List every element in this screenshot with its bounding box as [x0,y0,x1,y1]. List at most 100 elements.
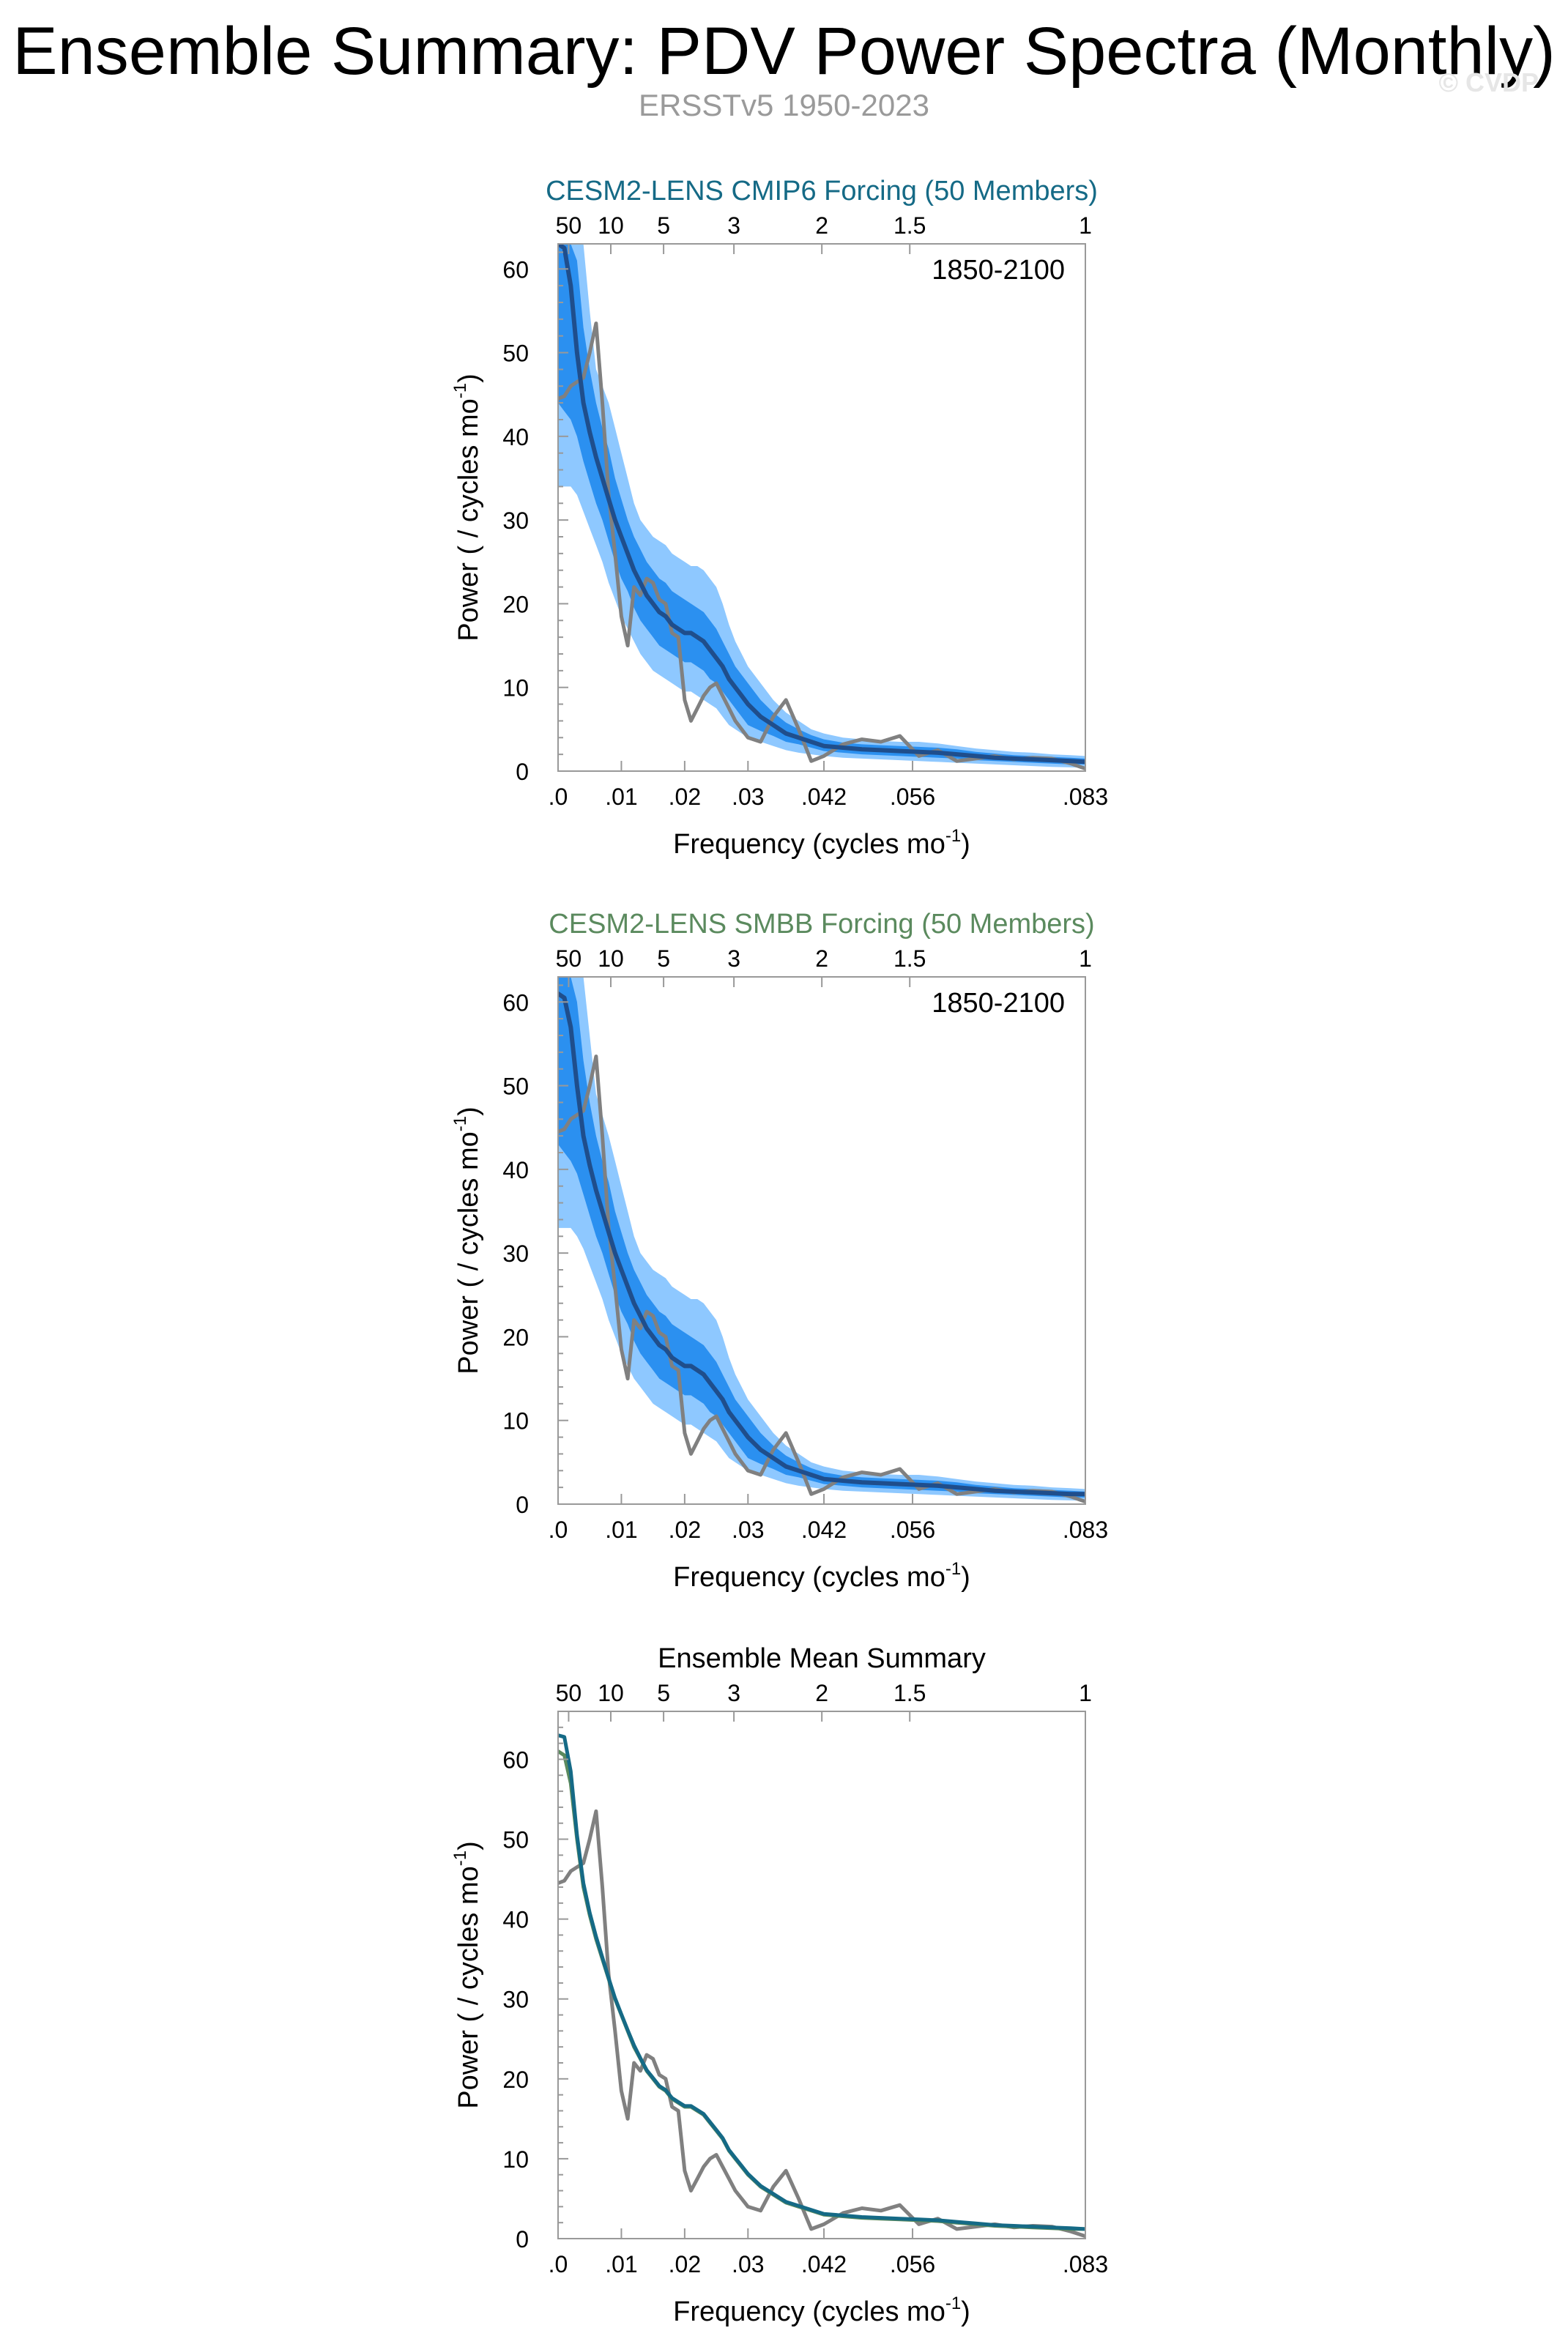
spread-band-inner [558,244,1085,765]
copyright-watermark: © CVDP [1438,67,1539,97]
x-axis-label-sup: -1 [945,2294,961,2313]
y-tick-label: 10 [502,2146,529,2173]
x-axis-label-main: Frequency (cycles mo [673,829,945,860]
y-tick-label: 30 [502,1241,529,1267]
x-tick-label: .02 [669,2251,701,2277]
y-tick-label: 60 [502,1747,529,1773]
top-tick-label: 50 [556,1680,582,1706]
x-tick-label: .01 [605,2251,637,2277]
x-axis-label-main: Frequency (cycles mo [673,2296,945,2327]
panel-title: Ensemble Mean Summary [658,1643,986,1674]
y-tick-label: 60 [502,256,529,283]
x-tick-label: .083 [1063,784,1108,810]
y-tick-label: 20 [502,1324,529,1350]
y-tick-label: 50 [502,1827,529,1853]
series-ersstv5 [558,1809,1085,2239]
top-tick-label: 1.5 [893,945,926,972]
x-tick-label: .02 [669,784,701,810]
x-tick-label: .0 [549,2251,568,2277]
x-tick-label: .0 [549,784,568,810]
top-tick-label: 10 [598,212,624,239]
top-tick-label: 2 [815,1680,828,1706]
spread-band-outer [558,977,1085,1501]
y-axis-label: Power ( / cycles mo-1) [450,1841,484,2109]
plot-area [558,244,1085,771]
x-tick-label: .03 [732,1517,764,1543]
y-tick-label: 0 [516,759,529,785]
x-axis-label: Frequency (cycles mo-1) [673,2294,970,2327]
top-tick-label: 50 [556,212,582,239]
y-tick-label: 30 [502,1987,529,2013]
top-tick-label: 1 [1079,945,1092,972]
top-tick-label: 50 [556,945,582,972]
x-axis-label: Frequency (cycles mo-1) [673,1559,970,1593]
x-tick-label: .01 [605,1517,637,1543]
x-axis-label-end: ) [961,1562,970,1593]
x-axis-label-end: ) [961,2296,970,2327]
y-tick-label: 0 [516,2226,529,2253]
subtitle: ERSSTv5 1950-2023 [639,88,929,122]
x-tick-label: .056 [890,784,935,810]
y-tick-label: 50 [502,1074,529,1100]
main-title: Ensemble Summary: PDV Power Spectra (Mon… [12,14,1556,89]
top-tick-label: 3 [727,945,740,972]
series-cesm2-lens-cmip6 [558,1733,1085,2231]
top-tick-label: 1.5 [893,212,926,239]
panel-title: CESM2-LENS SMBB Forcing (50 Members) [549,909,1094,940]
x-tick-label: .02 [669,1517,701,1543]
top-tick-label: 1 [1079,1680,1092,1706]
x-axis-label-sup: -1 [945,826,961,846]
x-tick-label: .01 [605,784,637,810]
x-tick-label: .042 [801,784,847,810]
top-tick-label: 3 [727,212,740,239]
top-tick-label: 1 [1079,212,1092,239]
y-axis-label-sup: -1 [450,1116,470,1131]
plot-frame [557,243,1086,772]
top-tick-label: 2 [815,945,828,972]
y-tick-label: 40 [502,1907,529,1933]
x-tick-label: .042 [801,1517,847,1543]
y-tick-label: 0 [516,1492,529,1518]
y-axis-label: Power ( / cycles mo-1) [450,373,484,641]
x-axis-label-main: Frequency (cycles mo [673,1562,945,1593]
top-tick-label: 1.5 [893,1680,926,1706]
plot-area [558,1733,1085,2239]
period-label: 1850-2100 [932,988,1065,1019]
y-axis-label-main: Power ( / cycles mo [453,1131,484,1375]
panel-title: CESM2-LENS CMIP6 Forcing (50 Members) [546,176,1098,207]
x-tick-label: .056 [890,1517,935,1543]
top-tick-label: 5 [657,212,670,239]
spread-band-outer [558,244,1085,768]
series-ensemble-mean [558,991,1085,1497]
y-tick-label: 10 [502,1408,529,1435]
x-tick-label: .03 [732,784,764,810]
plot-frame [557,1711,1086,2239]
y-tick-label: 50 [502,341,529,367]
top-tick-label: 5 [657,945,670,972]
top-tick-label: 5 [657,1680,670,1706]
x-tick-label: .03 [732,2251,764,2277]
top-tick-label: 2 [815,212,828,239]
y-tick-label: 20 [502,591,529,617]
plot-area [558,977,1085,1504]
plot-frame [557,976,1086,1505]
y-axis-label-main: Power ( / cycles mo [453,398,484,641]
y-tick-label: 40 [502,1157,529,1183]
x-tick-label: .083 [1063,1517,1108,1543]
y-axis-label-end: ) [453,1841,484,1851]
y-axis-label-end: ) [453,373,484,383]
x-axis-label-sup: -1 [945,1559,961,1579]
chart-panel-3: Ensemble Mean Summary 0 10 20 30 40 50 60 .0 .01.… [450,1643,1108,2327]
y-axis-label-sup: -1 [450,1851,470,1866]
chart-panel-2: CESM2-LENS SMBB Forcing (50 Members) 1850… [450,909,1108,1593]
x-tick-label: .083 [1063,2251,1108,2277]
y-axis-label-main: Power ( / cycles mo [453,1866,484,2109]
y-axis-label: Power ( / cycles mo-1) [450,1106,484,1375]
period-label: 1850-2100 [932,255,1065,286]
x-tick-label: .056 [890,2251,935,2277]
x-tick-label: .042 [801,2251,847,2277]
x-axis-label: Frequency (cycles mo-1) [673,826,970,860]
y-tick-label: 30 [502,507,529,534]
spread-band-inner [558,977,1085,1498]
